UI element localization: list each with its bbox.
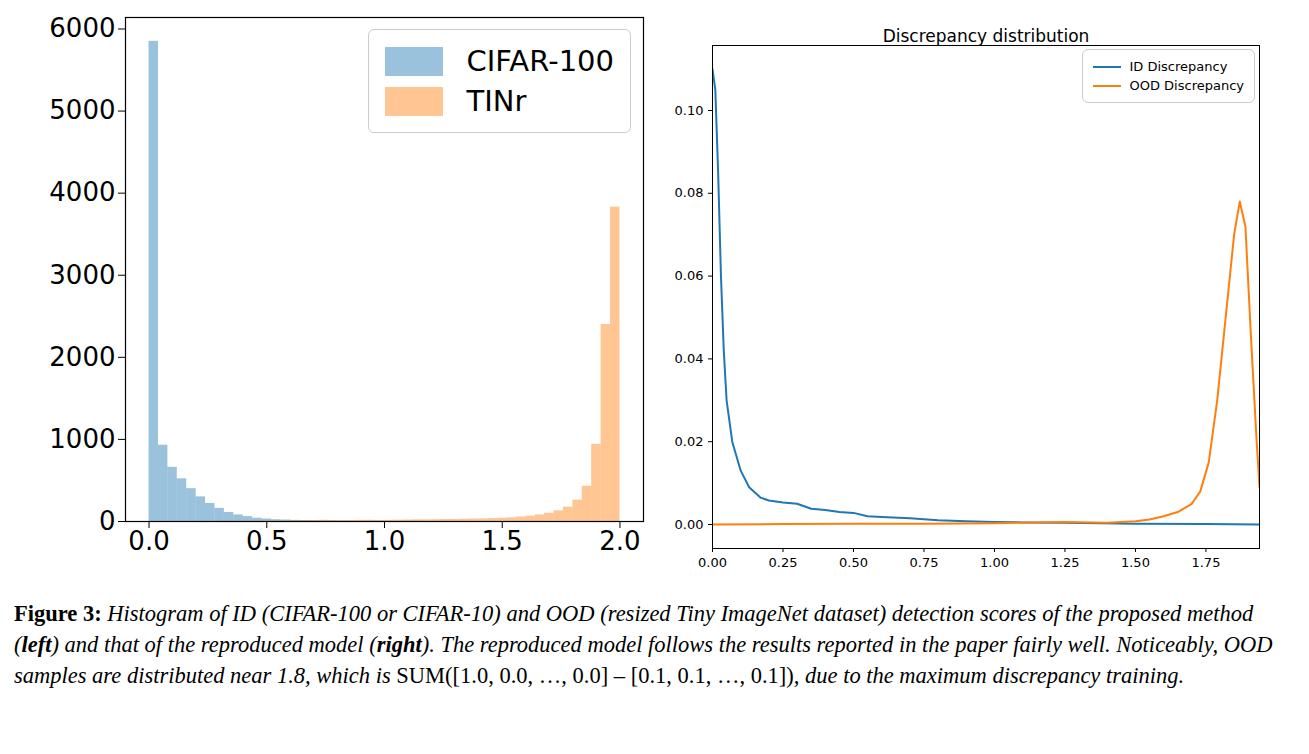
svg-text:2.0: 2.0 xyxy=(599,526,640,556)
svg-text:0.00: 0.00 xyxy=(698,555,727,570)
svg-text:0.08: 0.08 xyxy=(675,185,704,200)
svg-text:1.5: 1.5 xyxy=(482,526,523,556)
svg-text:1.0: 1.0 xyxy=(364,526,405,556)
svg-text:2000: 2000 xyxy=(49,342,115,372)
svg-text:0.00: 0.00 xyxy=(675,517,704,532)
svg-text:Discrepancy distribution: Discrepancy distribution xyxy=(883,26,1090,46)
svg-text:0.0: 0.0 xyxy=(128,526,169,556)
svg-text:0.04: 0.04 xyxy=(675,351,704,366)
svg-text:0.75: 0.75 xyxy=(909,555,938,570)
svg-text:4000: 4000 xyxy=(49,177,115,207)
svg-text:0.5: 0.5 xyxy=(246,526,287,556)
svg-text:6000: 6000 xyxy=(49,13,115,43)
svg-text:0.50: 0.50 xyxy=(839,555,868,570)
html-text:Figure 3: Histogram of ID (CIF: Figure 3: Histogram of ID (CIFAR-100 or … xyxy=(14,601,1273,689)
svg-text:3000: 3000 xyxy=(49,260,115,290)
html-text:OOD Discrepancy: OOD Discrepancy xyxy=(1129,78,1244,93)
svg-text:0.06: 0.06 xyxy=(675,268,704,283)
html-text:TINr: TINr xyxy=(466,84,527,118)
html-text:ID Discrepancy: ID Discrepancy xyxy=(1129,59,1228,74)
svg-text:0.25: 0.25 xyxy=(769,555,798,570)
html-text:CIFAR-100: CIFAR-100 xyxy=(466,44,614,78)
svg-text:0.10: 0.10 xyxy=(675,103,704,118)
svg-text:1000: 1000 xyxy=(49,424,115,454)
svg-text:1.50: 1.50 xyxy=(1121,555,1150,570)
svg-text:1.25: 1.25 xyxy=(1050,555,1079,570)
svg-text:1.00: 1.00 xyxy=(980,555,1009,570)
svg-text:1.75: 1.75 xyxy=(1191,555,1220,570)
svg-text:0: 0 xyxy=(99,506,116,536)
svg-text:5000: 5000 xyxy=(49,95,115,125)
svg-text:0.02: 0.02 xyxy=(675,434,704,449)
